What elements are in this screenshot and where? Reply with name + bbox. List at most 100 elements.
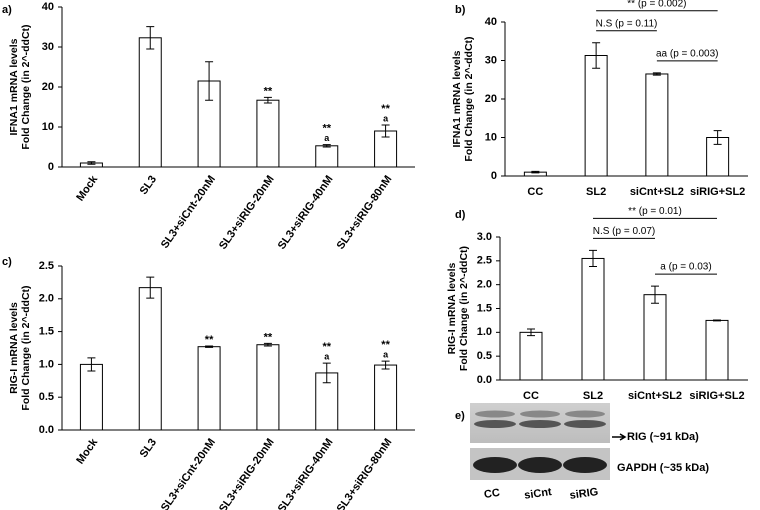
panel-label: e)	[455, 410, 465, 422]
bar	[197, 346, 221, 431]
y-axis-label: Fold Change (in 2^-ddCt)	[458, 246, 470, 371]
band-label: GAPDH (~35 kDa)	[617, 462, 709, 474]
x-tick-label: SL3	[138, 437, 159, 460]
y-axis-label: Fold Change (in 2^-ddCt)	[463, 36, 475, 161]
x-tick-label: Mock	[74, 436, 100, 467]
x-tick-label: SL2	[586, 186, 606, 198]
bar	[705, 319, 729, 381]
bar	[256, 344, 280, 431]
significance-mark: a	[383, 113, 389, 123]
arrow	[612, 433, 627, 441]
x-tick-label: SL3+siCnt-20nM	[159, 437, 218, 510]
y-tick-label: 1.0	[477, 326, 492, 338]
y-axis-label: Fold Change (in 2^-ddCt)	[20, 24, 32, 149]
x-tick-label: Mock	[74, 173, 100, 204]
y-tick-label: 3.0	[477, 231, 492, 243]
y-axis-label: IFNA1 mRNA levels	[451, 50, 463, 147]
y-tick-label: 40	[485, 16, 497, 28]
significance-mark: a	[383, 349, 389, 359]
error-bar	[592, 42, 601, 69]
error-bar	[205, 345, 214, 348]
error-bar	[87, 357, 96, 372]
significance-mark: a	[324, 351, 330, 361]
lane-label: siCnt	[524, 486, 553, 502]
error-bar	[381, 124, 390, 138]
x-tick-label: CC	[527, 186, 543, 198]
error-bar	[322, 362, 331, 384]
error-bar	[87, 161, 96, 165]
bar	[138, 287, 162, 431]
bar	[645, 73, 669, 177]
significance-mark: **	[381, 339, 390, 351]
y-tick-label: 20	[485, 93, 497, 105]
significance-label: aa (p = 0.003)	[656, 48, 719, 59]
error-bar	[263, 96, 272, 104]
blot-panel: e) RIG (~91 kDa) GAPDH (~35 kDa) CC siCn…	[455, 403, 709, 502]
x-tick-label: SL3+siRIG-20nM	[217, 437, 277, 510]
lane-label: CC	[483, 487, 500, 501]
error-bar	[652, 72, 661, 76]
y-tick-label: 1.0	[39, 358, 54, 370]
bar	[643, 294, 667, 381]
chart-panel: a) IFNA1 mRNA levels Fold Change (in 2^-dd…	[2, 1, 415, 252]
significance-mark: **	[381, 103, 390, 115]
bar	[584, 54, 608, 177]
significance-label: ** (p = 0.002)	[627, 0, 686, 9]
chart-panel: c) RIG-I mRNA levels Fold Change (in 2^-dd…	[2, 256, 415, 510]
significance-label: a (p = 0.03)	[660, 262, 711, 273]
x-tick-label: siCnt+SL2	[630, 186, 684, 198]
panel-label: b)	[455, 4, 466, 16]
significance-mark: **	[205, 334, 214, 346]
bar	[519, 331, 543, 381]
x-tick-label: SL3+siRIG-80nM	[335, 437, 395, 510]
y-tick-label: 1.5	[39, 326, 54, 338]
panel-label: d)	[455, 209, 466, 221]
y-tick-label: 0	[491, 170, 497, 182]
x-tick-label: SL3	[138, 174, 159, 197]
y-axis-label: RIG-I mRNA levels	[8, 302, 20, 394]
error-bar	[589, 249, 597, 268]
y-tick-label: 20	[42, 81, 54, 93]
y-tick-label: 30	[485, 54, 497, 66]
chart-panel: d) RIG-I mRNA levels Fold Change (in 2^-dd…	[446, 206, 748, 402]
y-axis-label: IFNA1 mRNA levels	[8, 38, 20, 135]
x-tick-label: siCnt+SL2	[628, 390, 682, 402]
significance-mark: **	[322, 123, 331, 135]
error-bar	[205, 61, 214, 101]
y-tick-label: 0	[48, 161, 54, 173]
error-bar	[713, 319, 721, 322]
y-tick-label: 10	[485, 131, 497, 143]
significance-label: N.S (p = 0.11)	[596, 18, 658, 29]
x-tick-label: siRIG+SL2	[690, 186, 745, 198]
x-tick-label: SL3+siRIG-80nM	[335, 174, 395, 252]
lane-label: siRIG	[569, 486, 599, 502]
error-bar	[146, 276, 155, 299]
x-tick-label: SL3+siCnt-20nM	[159, 174, 218, 251]
y-tick-label: 2.5	[477, 255, 492, 267]
error-bar	[527, 328, 535, 337]
y-axis-label: Fold Change (in 2^-ddCt)	[20, 285, 32, 410]
bar	[581, 257, 605, 381]
panel-label: c)	[2, 256, 12, 268]
bar	[374, 364, 398, 431]
bar	[138, 37, 162, 168]
y-tick-label: 2.0	[477, 279, 492, 291]
band-label: RIG (~91 kDa)	[627, 431, 699, 443]
x-tick-label: CC	[523, 390, 539, 402]
y-tick-label: 1.5	[477, 302, 492, 314]
significance-mark: **	[264, 331, 273, 343]
blot-bands	[473, 410, 607, 473]
y-tick-label: 2.0	[39, 293, 54, 305]
significance-mark: **	[264, 85, 273, 97]
y-tick-label: 40	[42, 1, 54, 13]
bar	[79, 363, 103, 431]
x-tick-label: siRIG+SL2	[689, 390, 744, 402]
error-bar	[381, 360, 390, 370]
x-tick-label: SL3+siRIG-20nM	[217, 174, 277, 252]
bar	[256, 99, 280, 168]
significance-mark: **	[322, 341, 331, 353]
significance-mark: a	[324, 133, 330, 143]
y-tick-label: 30	[42, 41, 54, 53]
y-tick-label: 2.5	[39, 260, 54, 272]
